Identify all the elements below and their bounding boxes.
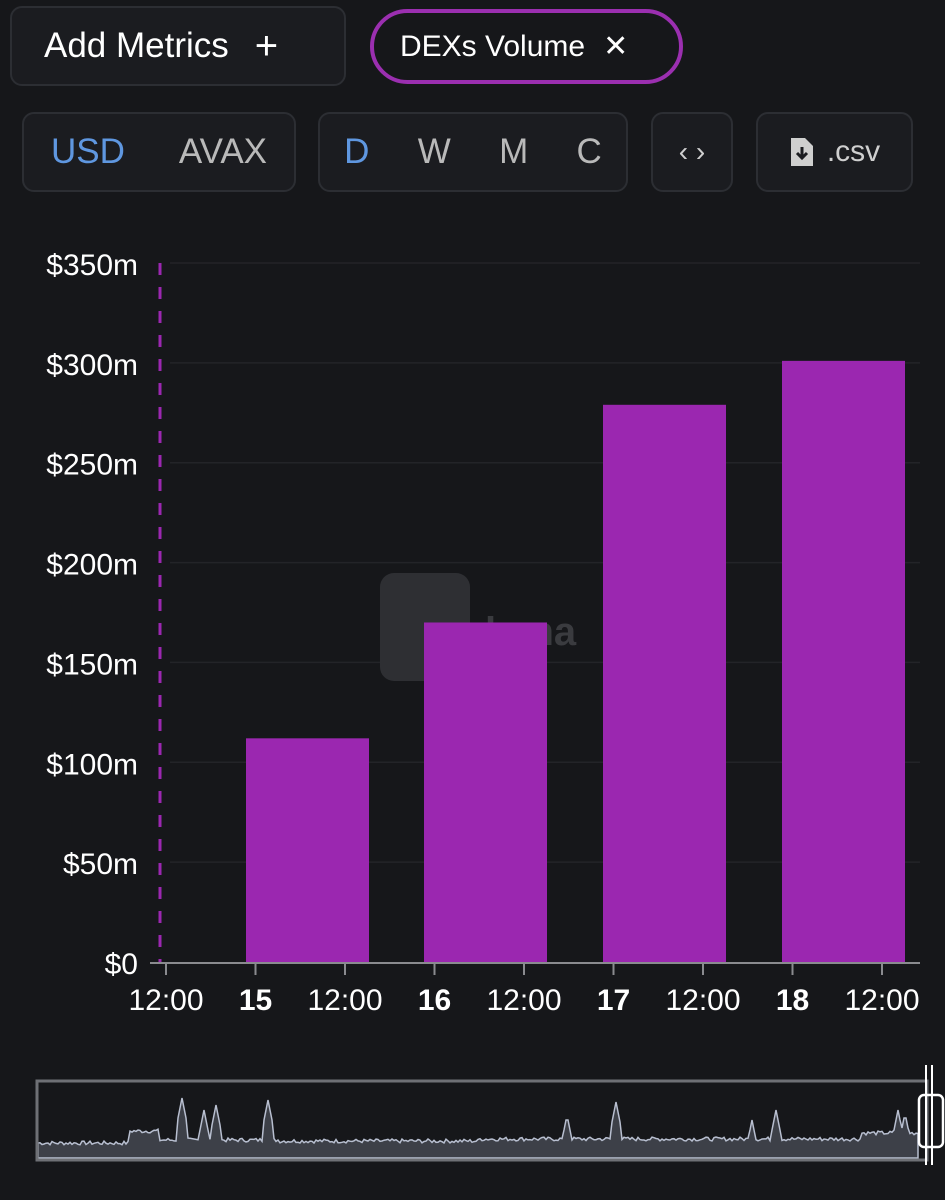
metric-chip-dexs-volume[interactable]: DEXs Volume ✕ xyxy=(370,9,683,84)
download-csv-button[interactable]: .csv xyxy=(756,112,913,192)
y-tick-label: $300m xyxy=(46,349,138,382)
y-tick-label: $50m xyxy=(63,848,138,881)
x-tick-label: 12:00 xyxy=(486,984,561,1017)
x-tick-label: 12:00 xyxy=(844,984,919,1017)
x-tick-label: 12:00 xyxy=(665,984,740,1017)
csv-label: .csv xyxy=(826,135,881,168)
y-tick-label: $150m xyxy=(46,648,138,681)
x-tick-label: 12:00 xyxy=(128,984,203,1017)
bar-18[interactable] xyxy=(782,360,905,962)
x-tick-label: 15 xyxy=(239,984,272,1017)
x-tick-label: 16 xyxy=(418,984,451,1017)
embed-button[interactable]: ‹ › xyxy=(651,112,733,192)
currency-usd[interactable]: USD xyxy=(50,132,125,171)
y-tick-label: $250m xyxy=(46,449,138,482)
code-brackets-icon: ‹ › xyxy=(678,136,706,167)
y-tick-label: $100m xyxy=(46,748,138,781)
y-tick-label: $350m xyxy=(46,249,138,282)
close-icon[interactable]: ✕ xyxy=(603,30,629,63)
period-monthly[interactable]: M xyxy=(499,132,529,171)
x-tick-label: 12:00 xyxy=(307,984,382,1017)
bar-15[interactable] xyxy=(246,738,369,962)
bar-16[interactable] xyxy=(424,622,547,962)
overview-sparkline xyxy=(37,1097,919,1159)
y-tick-label: $200m xyxy=(46,549,138,582)
metric-chip-label: DEXs Volume xyxy=(400,29,586,63)
bar-17[interactable] xyxy=(603,404,726,963)
range-brush[interactable] xyxy=(0,1065,945,1165)
plus-icon: + xyxy=(254,23,279,68)
bar-chart: DefiLlama $0$50m$100m$150m$200m$250m$300… xyxy=(46,249,920,1017)
period-daily[interactable]: D xyxy=(344,132,370,171)
period-weekly[interactable]: W xyxy=(417,132,451,171)
add-metrics-button[interactable]: Add Metrics + xyxy=(10,6,346,86)
x-tick-label: 18 xyxy=(776,984,809,1017)
currency-avax[interactable]: AVAX xyxy=(178,132,268,171)
period-cumulative[interactable]: C xyxy=(576,132,602,171)
add-metrics-label: Add Metrics xyxy=(44,26,229,65)
currency-toggle: USD AVAX xyxy=(22,112,296,192)
period-toggle: D W M C xyxy=(318,112,628,192)
x-tick-label: 17 xyxy=(597,984,630,1017)
file-download-icon xyxy=(790,138,813,166)
y-tick-label: $0 xyxy=(105,948,138,981)
